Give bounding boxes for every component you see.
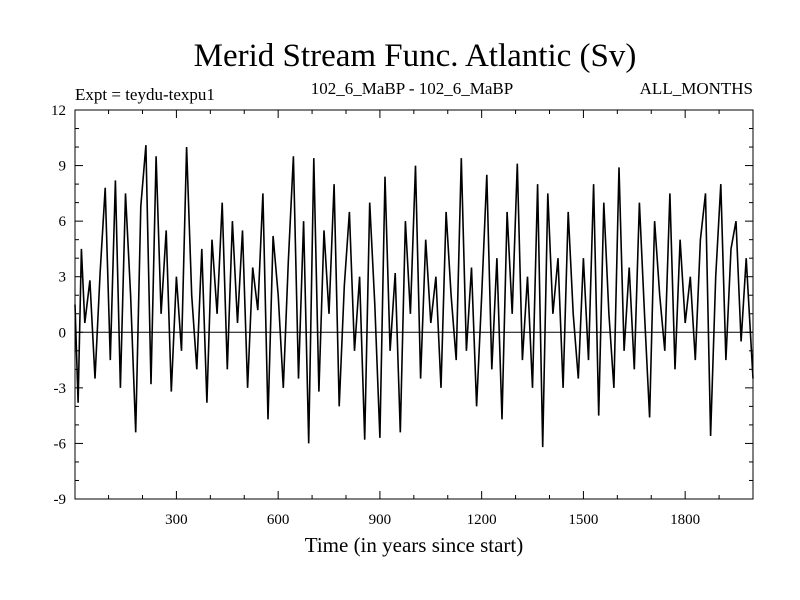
months-label: ALL_MONTHS <box>640 79 753 98</box>
y-tick-label: -6 <box>54 436 67 452</box>
series-layer <box>74 145 754 448</box>
chart-title: Merid Stream Func. Atlantic (Sv) <box>194 38 637 74</box>
y-tick-label: 3 <box>59 270 67 286</box>
x-tick-label: 1200 <box>467 512 497 528</box>
plot-frame <box>74 109 754 500</box>
y-tick-label: 6 <box>59 214 67 230</box>
x-tick-label: 600 <box>267 512 290 528</box>
x-axis-label: Time (in years since start) <box>305 533 524 557</box>
y-tick-label: 12 <box>51 103 66 119</box>
experiment-label: Expt = teydu-texpu1 <box>75 85 215 104</box>
y-tick-label: 9 <box>59 159 67 175</box>
x-tick-label: 300 <box>165 512 188 528</box>
period-label: 102_6_MaBP - 102_6_MaBP <box>311 79 513 98</box>
x-tick-label: 1500 <box>568 512 598 528</box>
x-tick-label: 1800 <box>670 512 700 528</box>
y-tick-label: 0 <box>59 325 67 341</box>
y-tick-label: -9 <box>54 492 67 508</box>
series-line-0 <box>74 145 754 448</box>
y-tick-label: -3 <box>54 381 67 397</box>
x-tick-label: 900 <box>369 512 392 528</box>
x-axis: 300 600 900 1200 1500 1800 <box>108 110 720 528</box>
